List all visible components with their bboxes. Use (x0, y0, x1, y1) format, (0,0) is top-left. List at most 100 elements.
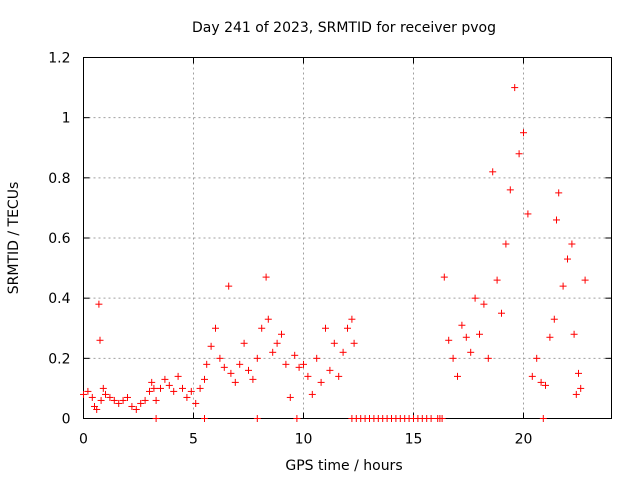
chart-title: Day 241 of 2023, SRMTID for receiver pvo… (192, 20, 496, 36)
data-point (119, 396, 127, 404)
data-point (152, 396, 160, 404)
data-point (165, 381, 173, 389)
data-point (291, 351, 299, 359)
data-point-zero (201, 415, 208, 422)
data-point (174, 372, 182, 380)
data-point-zero (438, 415, 446, 422)
data-point (148, 378, 156, 386)
data-point (489, 168, 497, 176)
data-point (476, 330, 483, 338)
data-point (350, 339, 358, 347)
data-point (99, 384, 107, 392)
data-point (216, 354, 224, 362)
data-point (207, 342, 215, 350)
data-point-zero (427, 415, 435, 422)
y-tick-label: 0.6 (48, 231, 70, 247)
data-point (480, 300, 488, 308)
data-point (187, 387, 195, 395)
data-point (581, 276, 589, 284)
y-tick-label: 0.2 (48, 351, 70, 367)
data-point (308, 390, 316, 398)
x-tick-label: 20 (515, 432, 533, 448)
data-point (192, 399, 200, 407)
y-tick-label: 1.2 (48, 51, 70, 67)
x-tick-label: 0 (79, 432, 88, 448)
data-point (231, 378, 239, 386)
data-point (322, 324, 329, 332)
data-point (471, 294, 479, 302)
data-point (550, 315, 558, 323)
data-point (110, 396, 118, 404)
data-point-zero (152, 415, 160, 422)
data-point (348, 315, 356, 323)
data-point (88, 393, 96, 401)
data-point (96, 336, 104, 344)
data-point (506, 186, 514, 194)
data-point (179, 384, 186, 392)
data-point (570, 330, 578, 338)
data-point (520, 129, 527, 137)
data-point (577, 384, 585, 392)
y-tick-label: 0.4 (48, 291, 70, 307)
data-point (106, 393, 114, 401)
data-point (542, 381, 549, 389)
data-point (458, 321, 466, 329)
data-point (528, 372, 536, 380)
data-point (515, 150, 523, 158)
data-point (161, 375, 169, 383)
data-point (220, 363, 228, 371)
data-point (170, 387, 178, 395)
data-point (150, 384, 158, 392)
y-tick-label: 0.8 (48, 171, 70, 187)
data-point-zero (253, 415, 261, 422)
data-point (467, 348, 475, 356)
data-point (124, 393, 131, 401)
data-point (546, 333, 554, 341)
data-point (97, 396, 105, 404)
grid-lines (83, 57, 612, 419)
data-point (80, 390, 87, 398)
data-point (157, 384, 164, 392)
data-point (533, 354, 541, 362)
data-point (115, 399, 123, 407)
data-point (559, 282, 567, 290)
data-point (537, 378, 545, 386)
data-point (502, 240, 510, 248)
data-point (282, 360, 290, 368)
data-point (335, 372, 343, 380)
data-point (128, 402, 136, 410)
data-point (313, 354, 321, 362)
data-point (572, 390, 580, 398)
x-tick-label: 15 (405, 432, 423, 448)
plot-area-frame (83, 57, 612, 419)
data-point (132, 405, 140, 413)
data-point (269, 348, 277, 356)
data-point (553, 216, 560, 224)
data-point (326, 366, 334, 374)
data-point (225, 282, 233, 290)
data-point (344, 324, 351, 332)
data-point (93, 405, 101, 413)
data-point (524, 210, 532, 218)
data-point (564, 255, 571, 263)
data-point (568, 240, 576, 248)
data-point (183, 393, 191, 401)
x-axis-label: GPS time / hours (285, 458, 402, 474)
data-point (295, 363, 303, 371)
data-point (95, 300, 103, 308)
data-point (440, 273, 448, 281)
data-point (273, 339, 281, 347)
x-tick-label: 5 (189, 432, 198, 448)
data-point (245, 366, 252, 374)
data-point (339, 348, 347, 356)
data-point (445, 336, 453, 344)
data-point (240, 339, 248, 347)
data-point (253, 354, 261, 362)
data-point (575, 369, 582, 377)
y-tick-labels: 0 0.2 0.4 0.6 0.8 1 1.2 (48, 51, 70, 428)
data-point (212, 324, 219, 332)
data-point (102, 390, 109, 398)
data-point (300, 360, 307, 368)
data-point (555, 189, 563, 197)
data-point-zero (539, 415, 547, 422)
